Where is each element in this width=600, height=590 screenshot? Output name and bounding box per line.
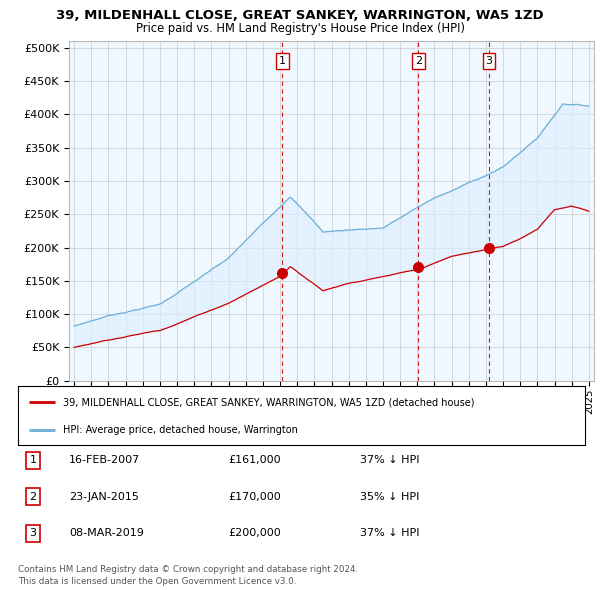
Text: This data is licensed under the Open Government Licence v3.0.: This data is licensed under the Open Gov… (18, 577, 296, 586)
Text: HPI: Average price, detached house, Warrington: HPI: Average price, detached house, Warr… (64, 425, 298, 434)
Text: 37% ↓ HPI: 37% ↓ HPI (360, 455, 419, 465)
Text: 37% ↓ HPI: 37% ↓ HPI (360, 529, 419, 538)
Text: 3: 3 (485, 56, 493, 66)
Text: 23-JAN-2015: 23-JAN-2015 (69, 492, 139, 502)
Text: 16-FEB-2007: 16-FEB-2007 (69, 455, 140, 465)
Text: 39, MILDENHALL CLOSE, GREAT SANKEY, WARRINGTON, WA5 1ZD: 39, MILDENHALL CLOSE, GREAT SANKEY, WARR… (56, 9, 544, 22)
Text: £161,000: £161,000 (228, 455, 281, 465)
Text: 35% ↓ HPI: 35% ↓ HPI (360, 492, 419, 502)
Text: 08-MAR-2019: 08-MAR-2019 (69, 529, 144, 538)
Text: Price paid vs. HM Land Registry's House Price Index (HPI): Price paid vs. HM Land Registry's House … (136, 22, 464, 35)
Text: 3: 3 (29, 529, 37, 538)
Text: 2: 2 (29, 492, 37, 502)
Text: 2: 2 (415, 56, 422, 66)
Text: £200,000: £200,000 (228, 529, 281, 538)
Text: 1: 1 (29, 455, 37, 465)
Text: 1: 1 (279, 56, 286, 66)
Text: £170,000: £170,000 (228, 492, 281, 502)
Text: 39, MILDENHALL CLOSE, GREAT SANKEY, WARRINGTON, WA5 1ZD (detached house): 39, MILDENHALL CLOSE, GREAT SANKEY, WARR… (64, 398, 475, 407)
Text: Contains HM Land Registry data © Crown copyright and database right 2024.: Contains HM Land Registry data © Crown c… (18, 565, 358, 574)
